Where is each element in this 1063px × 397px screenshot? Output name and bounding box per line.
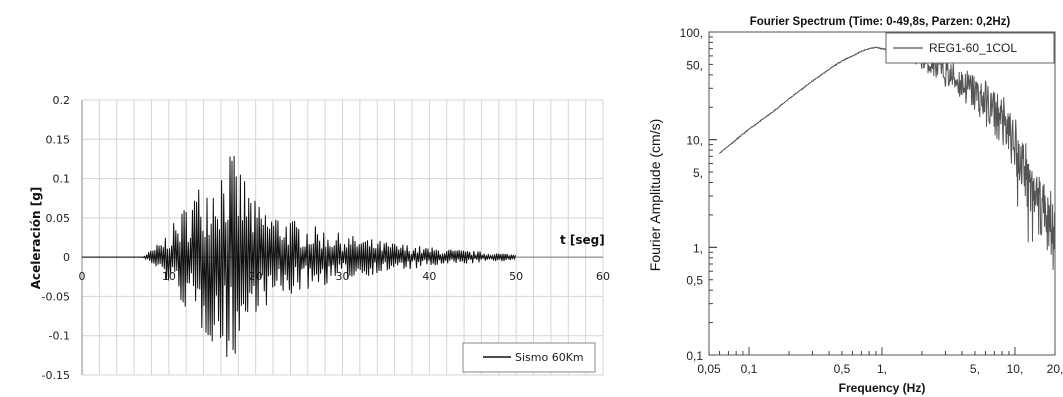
left-y-axis-label: Aceleración [g] <box>29 187 43 290</box>
right-x-tick-label: 20, <box>1047 362 1063 376</box>
right-x-tick-label: 10, <box>1007 362 1024 376</box>
left-x-tick-label: 50 <box>509 270 523 283</box>
time-history-chart: 0.20.150.10.050-0.05-0.1-0.15 0 10 20 30 40 5… <box>29 94 610 382</box>
left-x-tick-label: 40 <box>422 270 436 283</box>
left-y-tick-label: -0.15 <box>42 369 70 382</box>
left-y-tick-label: 0 <box>63 251 70 264</box>
series-line-reg1-60-1col <box>720 47 1056 270</box>
right-legend: REG1-60_1COL <box>886 33 1054 63</box>
right-y-tick-label: 0,1 <box>686 349 703 363</box>
right-y-tick-label: 10, <box>686 134 703 148</box>
left-grid <box>82 100 603 375</box>
fourier-spectrum-chart: Fourier Spectrum (Time: 0-49,8s, Parzen:… <box>647 16 1063 395</box>
left-x-axis-label: t [seg] <box>560 233 605 247</box>
right-x-tick-label: 5, <box>970 362 980 376</box>
right-y-tick-label: 100, <box>680 26 703 40</box>
right-plot-frame <box>709 32 1055 355</box>
left-y-tick-label: 0.05 <box>46 212 71 225</box>
left-y-ticks: 0.2 0.15 0.1 0.05 0 -0.05 -0.1 -0.15 <box>42 94 70 382</box>
right-y-tick-label: 0,5 <box>686 274 703 288</box>
left-legend: Sismo 60Km <box>463 343 595 372</box>
right-y-ticks: 100, 50, 10, 5, 1, 0,5 0,1 <box>680 26 717 363</box>
left-y-tick-label: 0.15 <box>46 133 71 146</box>
series-line-sismo-60km <box>82 156 516 357</box>
legend-label-reg1-60-1col: REG1-60_1COL <box>929 41 1017 55</box>
left-x-tick-label: 0 <box>79 270 86 283</box>
right-x-tick-label: 0,05 <box>697 362 721 376</box>
right-y-tick-label: 5, <box>693 166 703 180</box>
left-y-tick-label: 0.2 <box>53 94 71 107</box>
right-y-tick-label: 50, <box>686 58 703 72</box>
right-x-ticks: 0,05 0,1 0,5 1, 5, 10, 20, <box>697 347 1063 376</box>
right-x-tick-label: 0,1 <box>741 362 758 376</box>
right-chart-title: Fourier Spectrum (Time: 0-49,8s, Parzen:… <box>750 16 1011 28</box>
right-y-axis-label: Fourier Amplitude (cm/s) <box>647 119 663 271</box>
right-x-axis-label: Frequency (Hz) <box>839 381 926 395</box>
left-x-tick-label: 60 <box>596 270 610 283</box>
left-y-tick-label: -0.05 <box>42 290 70 303</box>
right-x-tick-label: 1, <box>877 362 887 376</box>
left-y-tick-label: 0.1 <box>53 173 71 186</box>
left-x-ticks: 0 10 20 30 40 50 60 <box>79 270 611 283</box>
right-y-tick-label: 1, <box>693 241 703 255</box>
right-x-tick-label: 0,5 <box>834 362 851 376</box>
left-y-tick-label: -0.1 <box>49 330 70 343</box>
legend-label-sismo-60km: Sismo 60Km <box>515 351 584 364</box>
